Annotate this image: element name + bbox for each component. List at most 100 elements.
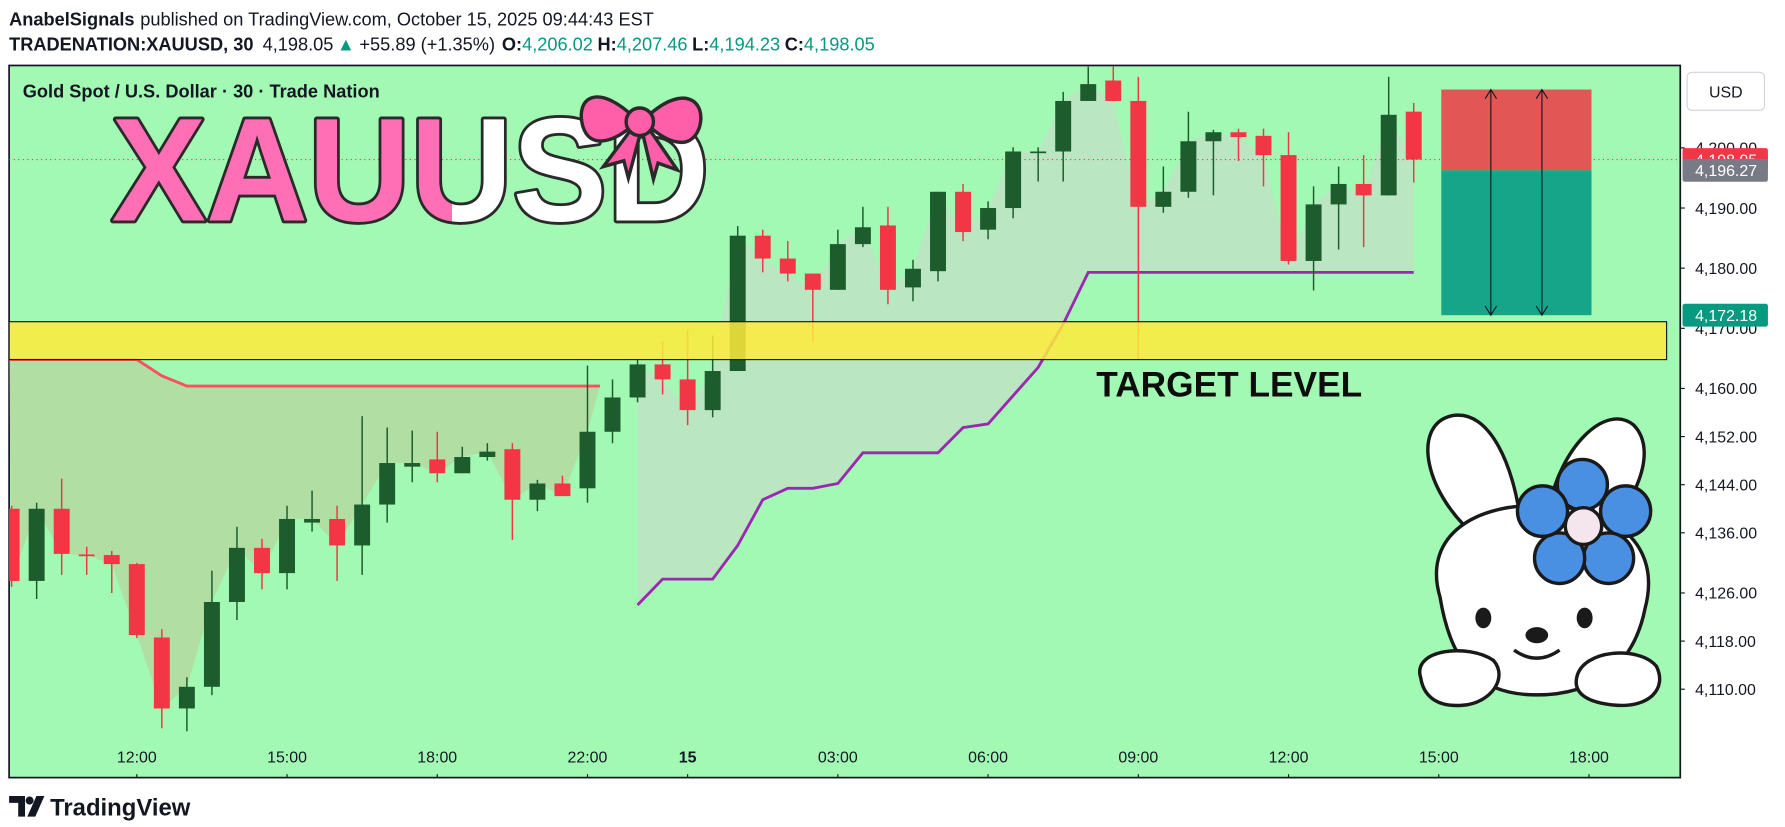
candle-body [1330,183,1347,205]
candle-body [829,244,846,290]
price-badge [1682,303,1768,327]
candle-body [128,564,145,636]
candle-body [228,547,245,602]
x-tick-label: 15:00 [1419,750,1459,767]
candle-body [754,235,771,259]
candle-body [429,459,446,474]
candle-body [354,504,371,546]
price-badge-label: 4,196.27 [1695,163,1757,180]
arrow-head [1484,88,1498,317]
candle-body [1180,141,1197,192]
candle-body [404,463,421,467]
currency-button[interactable] [1686,71,1766,111]
candle-body [203,601,220,687]
y-tick-label: 4,126.00 [1695,586,1757,603]
candle-body [1205,132,1222,142]
candle-body [1380,114,1397,196]
currency-label[interactable]: USD [1709,85,1743,102]
y-tick-label: 4,180.00 [1695,261,1757,278]
stop-zone [1441,89,1592,171]
candle-body [9,508,20,581]
candle-body [779,258,796,274]
candle-body [329,518,346,546]
candle-body [78,554,95,557]
candle-body [454,457,471,474]
candle-body [53,508,70,554]
indicator-fill [9,359,600,709]
x-tick-label: 15 [679,750,697,767]
bow-icon [579,95,703,187]
candle-body [980,208,997,230]
x-tick-label: 06:00 [968,750,1008,767]
candle-body [930,191,946,272]
candle-body [254,547,270,574]
candle-body [1255,135,1272,156]
candle-body [529,483,546,500]
overlay-layer: Gold Spot / U.S. Dollar · 30 · Trade Nat… [8,81,1768,778]
candle-body [504,449,521,500]
candle-body [955,191,972,233]
annotation: TARGET LEVEL [1096,364,1362,404]
ohlc-value: 4,198.05 [804,33,875,54]
x-tick-label: 09:00 [1118,750,1158,767]
candle-body [654,364,671,380]
candle-body [1405,111,1422,160]
author[interactable]: AnabelSignals [9,8,134,29]
tradingview-logo: TradingView [9,794,191,822]
x-tick-label: 12:00 [117,750,157,767]
ohlc-key: L: [692,33,709,54]
symbol-line: TRADENATION:XAUUSD, 30 4,198.05 ▲ +55.89 (+… [9,33,875,54]
candle-body [629,364,646,398]
candle-body [479,451,496,458]
target-zone [8,321,1668,361]
candle-body [103,555,120,565]
ohlc-value: 4,194.23 [709,33,780,54]
candle-body [1080,84,1097,101]
candle-body [1280,155,1297,261]
candle-body [1230,132,1247,138]
bunny-face [1475,607,1593,660]
candle-body [604,397,621,432]
candle-body [379,463,396,505]
legend-title: Gold Spot / U.S. Dollar · 30 · Trade Nat… [23,81,380,102]
ohlc-value: 4,207.46 [617,33,688,54]
ohlc-key: C: [785,33,804,54]
x-tick-label: 22:00 [568,750,608,767]
candle-body [1030,151,1047,154]
change: +55.89 (+1.35%) [359,33,495,54]
candle-body [153,637,170,709]
flower-icon [1515,457,1653,586]
candle-body [304,518,321,523]
candle-body [804,273,821,290]
change-arrow: ▲ [337,33,355,54]
last-price: 4,198.05 [263,33,334,54]
candle-body [279,518,295,574]
price-badge [1682,158,1768,182]
y-tick-label: 4,152.00 [1695,429,1757,446]
candle-body [1105,80,1122,101]
candle-body [1355,183,1372,196]
candle-body [1005,151,1022,209]
footer-brand[interactable]: TradingView [50,794,191,821]
candle-body [905,268,921,288]
published: published on TradingView.com, October 15… [140,8,654,29]
candle-body [554,483,571,497]
y-tick-label: 4,118.00 [1695,634,1756,651]
candle-body [1130,100,1147,207]
ohlc-key: H: [597,33,616,54]
logo-dot [25,796,34,805]
candle-body [1305,204,1322,261]
price-badge-label: 4,172.18 [1695,308,1757,325]
profit-zone [1441,170,1592,316]
logo-mark [9,795,45,817]
header-line: AnabelSignals published on TradingView.co… [9,8,654,29]
symbol: TRADENATION:XAUUSD, 30 [9,33,253,54]
ohlc-value: 4,206.02 [522,33,593,54]
x-tick-label: 18:00 [1569,750,1609,767]
candle-body [1155,191,1172,207]
candle-body [1055,100,1072,152]
candle-body [704,371,721,411]
